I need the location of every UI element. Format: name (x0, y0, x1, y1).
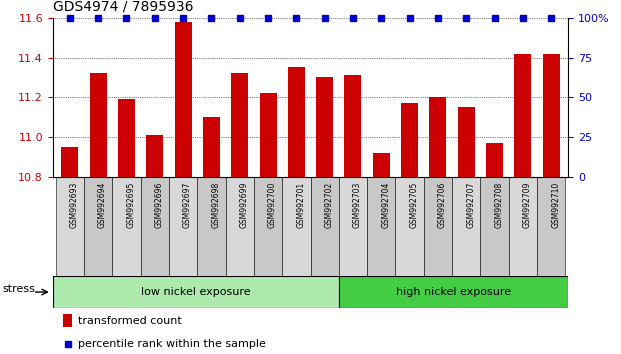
Text: GSM992694: GSM992694 (98, 182, 107, 228)
Bar (537, 177, 565, 276)
Bar (56, 177, 84, 276)
Text: stress: stress (2, 284, 35, 294)
Bar (430, 97, 446, 177)
Text: GSM992707: GSM992707 (466, 182, 475, 228)
Bar (543, 53, 560, 177)
Bar (282, 177, 310, 276)
Text: GSM992706: GSM992706 (438, 182, 447, 228)
Bar (231, 73, 248, 177)
Bar (118, 99, 135, 177)
Bar (260, 93, 276, 177)
Bar (396, 177, 424, 276)
Bar (63, 314, 73, 327)
Bar (345, 75, 361, 177)
Text: GSM992693: GSM992693 (70, 182, 79, 228)
Text: GSM992709: GSM992709 (523, 182, 532, 228)
Text: GSM992699: GSM992699 (240, 182, 248, 228)
Text: GSM992697: GSM992697 (183, 182, 192, 228)
Text: GSM992702: GSM992702 (325, 182, 333, 228)
Bar (89, 73, 107, 177)
Text: GDS4974 / 7895936: GDS4974 / 7895936 (53, 0, 193, 13)
Bar (140, 177, 169, 276)
Text: GSM992705: GSM992705 (410, 182, 419, 228)
Bar (458, 107, 475, 177)
Bar (146, 135, 163, 177)
Bar (373, 153, 390, 177)
Text: low nickel exposure: low nickel exposure (141, 287, 251, 297)
Bar (424, 177, 452, 276)
Text: GSM992696: GSM992696 (155, 182, 164, 228)
Bar (254, 177, 282, 276)
Bar (401, 103, 418, 177)
Text: GSM992701: GSM992701 (296, 182, 306, 228)
Bar (197, 177, 225, 276)
Bar (486, 143, 503, 177)
Bar (316, 78, 333, 177)
Text: GSM992695: GSM992695 (127, 182, 135, 228)
Bar (203, 117, 220, 177)
Bar (112, 177, 140, 276)
Text: high nickel exposure: high nickel exposure (396, 287, 511, 297)
Text: transformed count: transformed count (78, 316, 181, 326)
Text: percentile rank within the sample: percentile rank within the sample (78, 339, 265, 349)
Bar (367, 177, 396, 276)
Bar (509, 177, 537, 276)
Bar (452, 177, 481, 276)
Bar (339, 276, 568, 308)
Bar (175, 22, 191, 177)
Bar (288, 68, 305, 177)
Bar (225, 177, 254, 276)
Bar (61, 147, 78, 177)
Text: GSM992700: GSM992700 (268, 182, 277, 228)
Text: GSM992708: GSM992708 (494, 182, 504, 228)
Bar (339, 177, 367, 276)
Text: GSM992703: GSM992703 (353, 182, 362, 228)
Text: GSM992698: GSM992698 (211, 182, 220, 228)
Bar (84, 177, 112, 276)
Bar (514, 53, 532, 177)
Text: GSM992704: GSM992704 (381, 182, 391, 228)
Bar (169, 177, 197, 276)
Bar (310, 177, 339, 276)
Bar (53, 276, 339, 308)
Text: GSM992710: GSM992710 (551, 182, 560, 228)
Bar (481, 177, 509, 276)
